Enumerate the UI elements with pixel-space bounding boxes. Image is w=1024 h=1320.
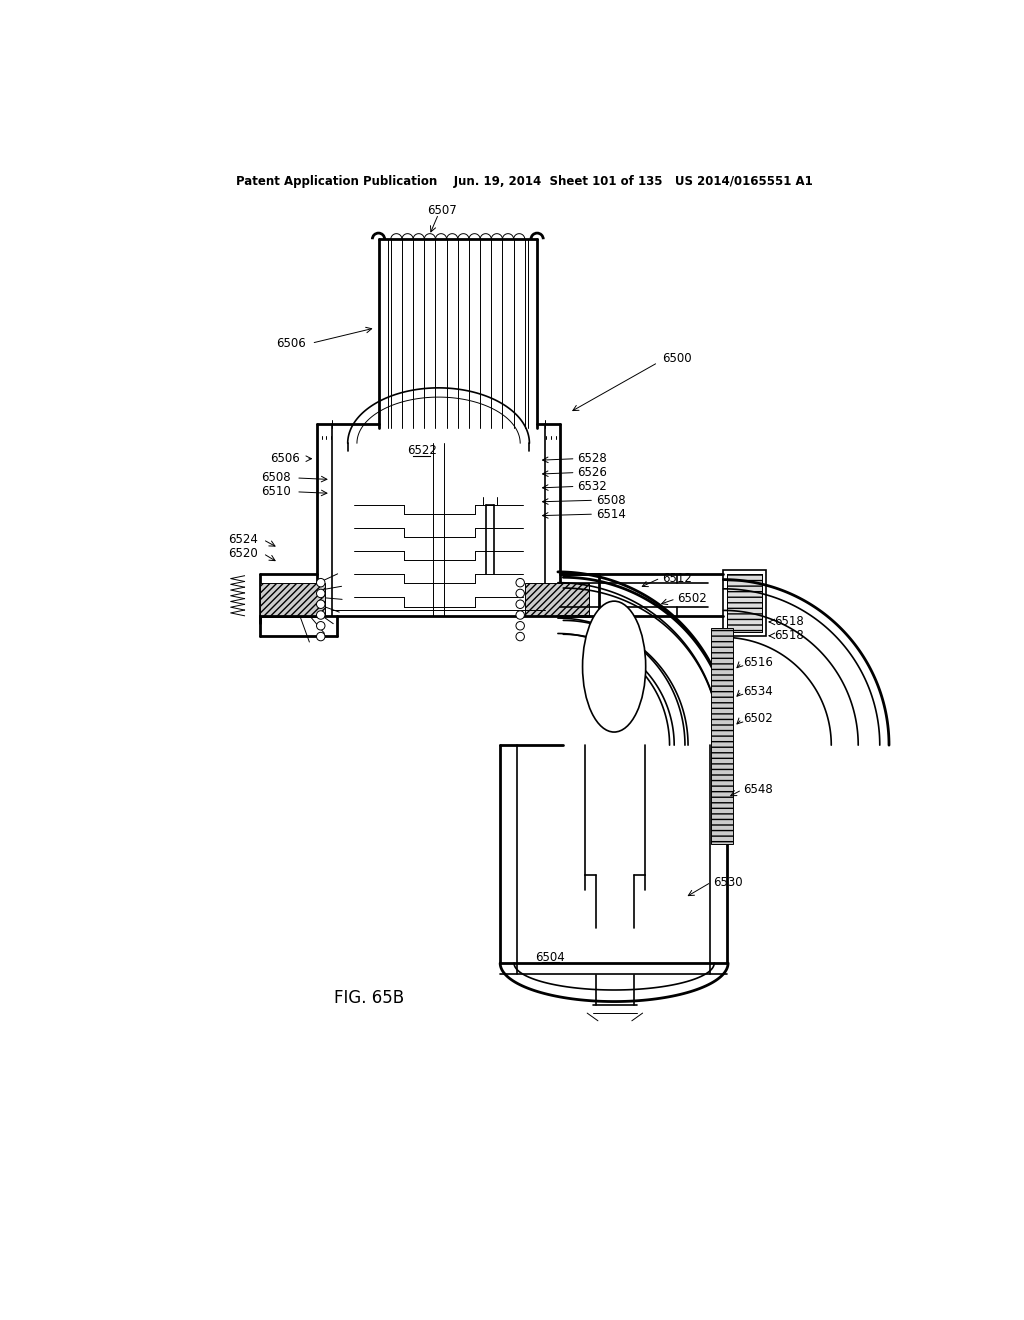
Circle shape: [316, 578, 325, 587]
Text: 6508: 6508: [596, 494, 626, 507]
Circle shape: [516, 632, 524, 640]
Text: 6506: 6506: [276, 337, 306, 350]
Text: 6502: 6502: [677, 593, 707, 606]
Circle shape: [316, 601, 325, 609]
Text: 6502: 6502: [743, 713, 773, 726]
Text: 6522: 6522: [407, 445, 436, 458]
Text: 6508: 6508: [261, 471, 291, 484]
Text: 6507: 6507: [428, 205, 458, 218]
Text: 6526: 6526: [578, 466, 607, 479]
Bar: [260, 583, 325, 615]
Circle shape: [316, 611, 325, 619]
Text: 6520: 6520: [228, 546, 258, 560]
Text: 6548: 6548: [743, 783, 773, 796]
Text: 6534: 6534: [743, 685, 773, 698]
Bar: [524, 583, 590, 615]
Text: Patent Application Publication    Jun. 19, 2014  Sheet 101 of 135   US 2014/0165: Patent Application Publication Jun. 19, …: [237, 176, 813, 189]
Text: FIG. 65B: FIG. 65B: [334, 989, 404, 1007]
Text: 6514: 6514: [596, 508, 626, 520]
Text: 6532: 6532: [578, 480, 607, 492]
Circle shape: [516, 589, 524, 598]
Ellipse shape: [583, 601, 646, 733]
Circle shape: [516, 622, 524, 630]
Circle shape: [516, 601, 524, 609]
Bar: [727, 574, 762, 632]
Bar: [724, 570, 766, 636]
Circle shape: [316, 622, 325, 630]
Bar: [727, 574, 762, 632]
Text: 6528: 6528: [578, 453, 607, 465]
Text: 6524: 6524: [227, 533, 258, 546]
Circle shape: [516, 578, 524, 587]
Circle shape: [316, 589, 325, 598]
Bar: [711, 628, 733, 843]
Text: 6512: 6512: [662, 572, 692, 585]
Text: 6518: 6518: [774, 630, 804, 643]
Circle shape: [316, 632, 325, 640]
Text: 6530: 6530: [713, 875, 742, 888]
Text: 6516: 6516: [743, 656, 773, 669]
Text: 6504: 6504: [536, 952, 565, 964]
Text: 6500: 6500: [662, 352, 691, 366]
Text: 6518: 6518: [774, 615, 804, 628]
Text: 6506: 6506: [270, 453, 300, 465]
Circle shape: [516, 611, 524, 619]
Text: 6510: 6510: [261, 486, 291, 499]
